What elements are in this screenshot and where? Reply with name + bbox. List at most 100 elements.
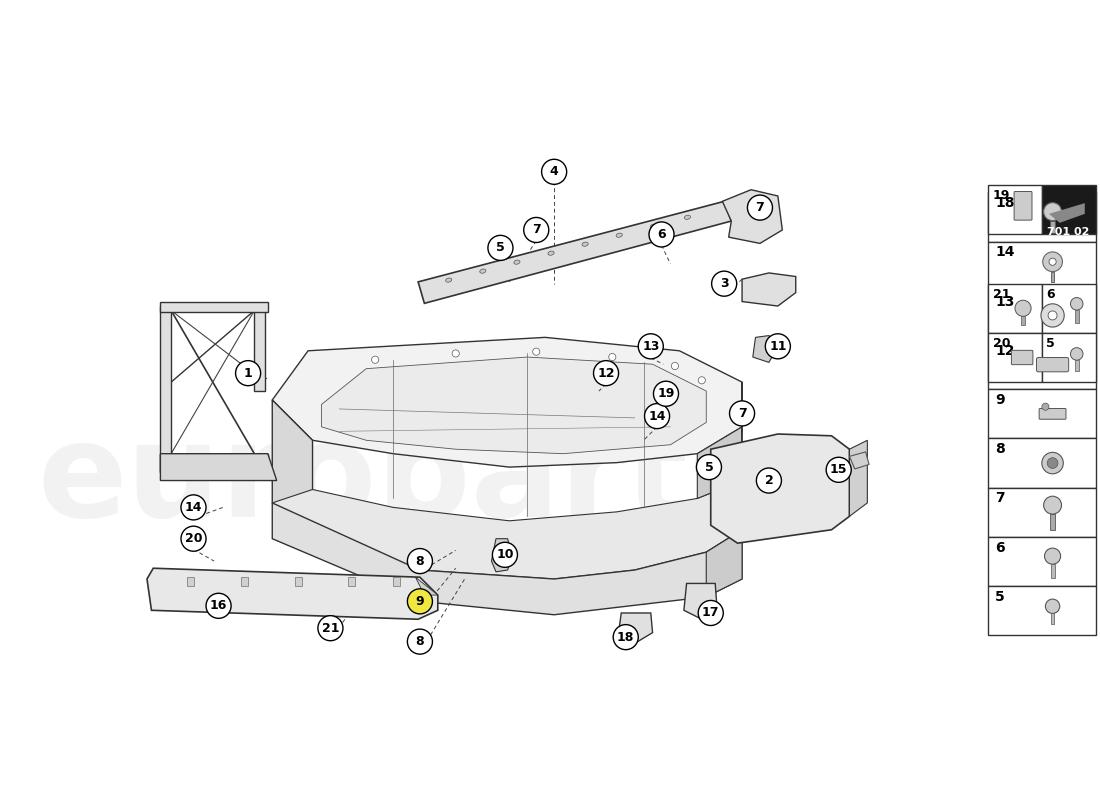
Circle shape xyxy=(318,616,343,641)
Bar xyxy=(1075,360,1078,371)
Circle shape xyxy=(206,594,231,618)
Polygon shape xyxy=(416,577,438,595)
Text: 7: 7 xyxy=(532,223,540,237)
Text: 20: 20 xyxy=(992,337,1010,350)
Circle shape xyxy=(407,629,432,654)
Bar xyxy=(988,438,1096,488)
Bar xyxy=(1042,186,1096,234)
Ellipse shape xyxy=(650,224,657,228)
Circle shape xyxy=(671,362,679,370)
Circle shape xyxy=(1043,252,1063,271)
Text: a passion for parts since 1985: a passion for parts since 1985 xyxy=(349,530,652,610)
Circle shape xyxy=(541,159,567,184)
Circle shape xyxy=(747,195,772,220)
Text: 8: 8 xyxy=(416,554,425,567)
Polygon shape xyxy=(711,434,849,543)
Polygon shape xyxy=(147,568,438,619)
Bar xyxy=(393,577,400,586)
Polygon shape xyxy=(273,481,742,579)
Circle shape xyxy=(729,401,755,426)
Circle shape xyxy=(638,334,663,359)
Ellipse shape xyxy=(480,269,486,274)
Bar xyxy=(1049,514,1055,530)
Polygon shape xyxy=(418,202,732,303)
Circle shape xyxy=(1070,298,1084,310)
Text: 12: 12 xyxy=(996,344,1015,358)
Polygon shape xyxy=(723,190,782,243)
Text: 19: 19 xyxy=(992,190,1010,202)
Text: 1: 1 xyxy=(244,366,253,380)
Circle shape xyxy=(698,377,705,384)
Text: 8: 8 xyxy=(996,442,1005,456)
Text: 10: 10 xyxy=(496,548,514,562)
Text: 13: 13 xyxy=(642,340,660,353)
Text: 5: 5 xyxy=(1046,337,1055,350)
Circle shape xyxy=(1044,496,1061,514)
Bar xyxy=(988,242,1096,291)
FancyBboxPatch shape xyxy=(1040,409,1066,419)
Circle shape xyxy=(1042,403,1049,410)
Ellipse shape xyxy=(582,242,588,246)
Circle shape xyxy=(696,454,722,480)
Text: 7: 7 xyxy=(738,407,747,420)
Circle shape xyxy=(182,526,206,551)
FancyBboxPatch shape xyxy=(1011,350,1033,365)
Polygon shape xyxy=(752,335,778,362)
Circle shape xyxy=(698,601,724,626)
Text: 7: 7 xyxy=(756,201,764,214)
Bar xyxy=(1050,271,1055,282)
FancyBboxPatch shape xyxy=(1014,191,1032,220)
Circle shape xyxy=(594,361,618,386)
Bar xyxy=(988,586,1096,635)
Bar xyxy=(161,454,267,471)
Bar xyxy=(1075,310,1078,322)
Text: 701 02: 701 02 xyxy=(1047,226,1090,237)
FancyBboxPatch shape xyxy=(1036,358,1069,372)
Polygon shape xyxy=(321,357,706,454)
Bar xyxy=(1042,284,1096,333)
Bar xyxy=(988,488,1096,537)
Bar xyxy=(1050,614,1055,624)
Text: europarts: europarts xyxy=(37,417,767,544)
Text: 8: 8 xyxy=(416,635,425,648)
Bar xyxy=(988,284,1042,333)
Text: 16: 16 xyxy=(210,599,228,612)
Text: 15: 15 xyxy=(830,463,847,476)
Ellipse shape xyxy=(684,215,691,219)
Circle shape xyxy=(407,549,432,574)
Circle shape xyxy=(488,235,513,261)
Bar xyxy=(988,537,1096,586)
Text: 9: 9 xyxy=(996,393,1005,407)
Circle shape xyxy=(532,348,540,355)
Circle shape xyxy=(712,271,737,296)
Bar xyxy=(988,192,1096,242)
Circle shape xyxy=(524,218,549,242)
Circle shape xyxy=(452,350,460,357)
Text: 19: 19 xyxy=(658,387,674,400)
Text: 6: 6 xyxy=(996,541,1005,554)
Bar xyxy=(187,577,195,586)
Text: 6: 6 xyxy=(1046,288,1055,301)
Circle shape xyxy=(1047,458,1058,469)
Bar xyxy=(988,390,1096,438)
Ellipse shape xyxy=(548,251,554,255)
Ellipse shape xyxy=(514,260,520,264)
Text: 2: 2 xyxy=(764,474,773,487)
Circle shape xyxy=(826,458,851,482)
Circle shape xyxy=(235,361,261,386)
Circle shape xyxy=(645,403,670,429)
Text: 14: 14 xyxy=(648,410,666,422)
Circle shape xyxy=(766,334,791,359)
Bar xyxy=(1049,221,1055,233)
Text: 4: 4 xyxy=(550,166,559,178)
Polygon shape xyxy=(849,452,869,469)
Text: 5: 5 xyxy=(705,461,713,474)
Bar xyxy=(254,306,265,391)
Bar xyxy=(988,340,1096,390)
Circle shape xyxy=(1048,311,1057,320)
Circle shape xyxy=(407,589,432,614)
Polygon shape xyxy=(1049,203,1085,223)
Polygon shape xyxy=(161,454,277,481)
Circle shape xyxy=(608,354,616,361)
Ellipse shape xyxy=(616,233,623,238)
